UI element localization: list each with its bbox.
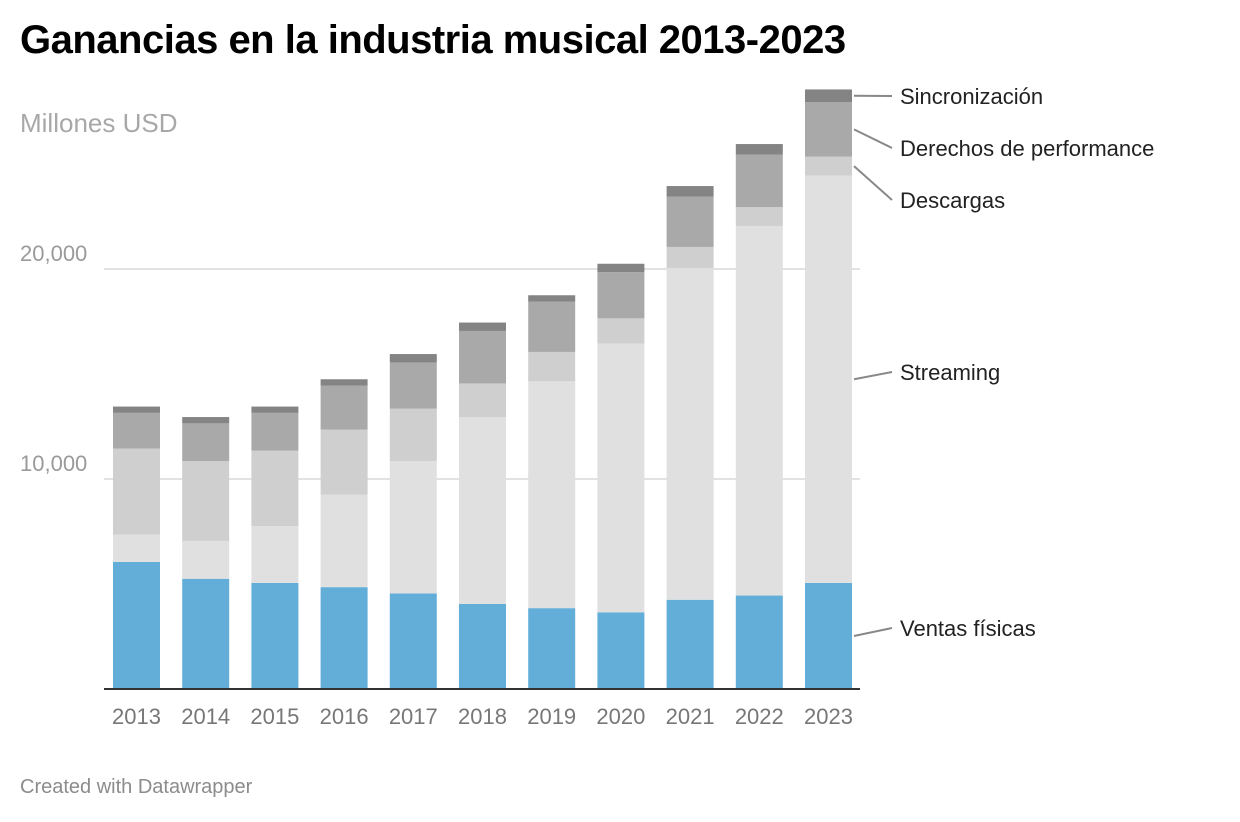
bar-segment bbox=[597, 263, 645, 273]
bar-segment bbox=[251, 412, 299, 451]
x-tick-label: 2022 bbox=[735, 704, 784, 729]
bar-segment bbox=[528, 381, 576, 609]
bar-segment bbox=[182, 417, 230, 424]
bar-segment bbox=[389, 461, 437, 594]
bar-segment bbox=[320, 587, 368, 689]
chart-title: Ganancias en la industria musical 2013-2… bbox=[20, 18, 846, 62]
bar-segment bbox=[182, 423, 230, 462]
legend-label: Sincronización bbox=[900, 84, 1043, 109]
credit-footer: Created with Datawrapper bbox=[20, 776, 253, 798]
bar-segment bbox=[805, 156, 852, 176]
bar-segment bbox=[389, 593, 437, 689]
bar-segment bbox=[528, 351, 576, 382]
bar-segment bbox=[389, 354, 437, 363]
x-tick-label: 2018 bbox=[458, 704, 507, 729]
y-unit-label: Millones USD bbox=[20, 108, 178, 138]
bar-segment bbox=[805, 175, 852, 583]
bar-segment bbox=[251, 406, 299, 413]
y-tick-label: 10,000 bbox=[20, 451, 87, 476]
bar-segment bbox=[805, 582, 852, 689]
bar-segment bbox=[735, 144, 783, 155]
bar-segment bbox=[597, 612, 645, 689]
bar-segment bbox=[459, 417, 506, 604]
x-tick-label: 2020 bbox=[596, 704, 645, 729]
legend-label: Derechos de performance bbox=[900, 136, 1154, 161]
x-tick-label: 2017 bbox=[389, 704, 438, 729]
legend-leader-line bbox=[853, 371, 893, 381]
bar-segment bbox=[666, 267, 714, 600]
legend-leader-line bbox=[853, 165, 893, 201]
legend-label: Streaming bbox=[900, 360, 1000, 385]
bar-segment bbox=[182, 540, 230, 579]
bar-segment bbox=[389, 408, 437, 462]
x-tick-label: 2023 bbox=[804, 704, 853, 729]
bar-segment bbox=[666, 246, 714, 268]
x-tick-label: 2019 bbox=[527, 704, 576, 729]
bar-segment bbox=[735, 595, 783, 689]
bar-segment bbox=[528, 608, 576, 689]
bar-segment bbox=[389, 362, 437, 409]
bar-segment bbox=[735, 225, 783, 596]
x-tick-label: 2016 bbox=[320, 704, 369, 729]
bar-segment bbox=[735, 154, 783, 208]
bar-segment bbox=[597, 318, 645, 344]
bar-segment bbox=[113, 412, 160, 449]
bar-segment bbox=[459, 383, 506, 418]
x-tick-label: 2021 bbox=[666, 704, 715, 729]
bar-segment bbox=[320, 385, 368, 430]
bar-segment bbox=[805, 89, 852, 103]
bar-segment bbox=[320, 494, 368, 588]
bar-segment bbox=[459, 330, 506, 384]
bar-segment bbox=[735, 207, 783, 226]
bar-segment bbox=[666, 599, 714, 689]
bar-segment bbox=[113, 406, 160, 413]
x-tick-label: 2013 bbox=[112, 704, 161, 729]
legend-leader-line bbox=[853, 128, 893, 149]
bar-segment bbox=[251, 582, 299, 689]
bar-segment bbox=[666, 186, 714, 197]
y-tick-label: 20,000 bbox=[20, 241, 87, 266]
bar-segment bbox=[320, 379, 368, 386]
bar-segment bbox=[251, 450, 299, 527]
legend-label: Descargas bbox=[900, 188, 1005, 213]
bar-segment bbox=[182, 578, 230, 689]
bar-segment bbox=[528, 301, 576, 352]
legend-label: Ventas físicas bbox=[900, 616, 1036, 641]
x-tick-label: 2015 bbox=[250, 704, 299, 729]
legend-leader-line bbox=[853, 627, 893, 637]
bar-segment bbox=[597, 343, 645, 613]
bar-segment bbox=[251, 526, 299, 583]
x-tick-label: 2014 bbox=[181, 704, 230, 729]
bar-segment bbox=[597, 272, 645, 319]
bar-segment bbox=[459, 603, 506, 689]
bar-segment bbox=[182, 461, 230, 541]
bar-segment bbox=[666, 196, 714, 247]
bar-segment bbox=[805, 102, 852, 157]
bar-segment bbox=[113, 534, 160, 562]
bar-segment bbox=[113, 561, 160, 689]
bar-segment bbox=[320, 429, 368, 495]
bar-segment bbox=[528, 295, 576, 302]
bar-segment bbox=[459, 322, 506, 331]
bar-segment bbox=[113, 448, 160, 535]
